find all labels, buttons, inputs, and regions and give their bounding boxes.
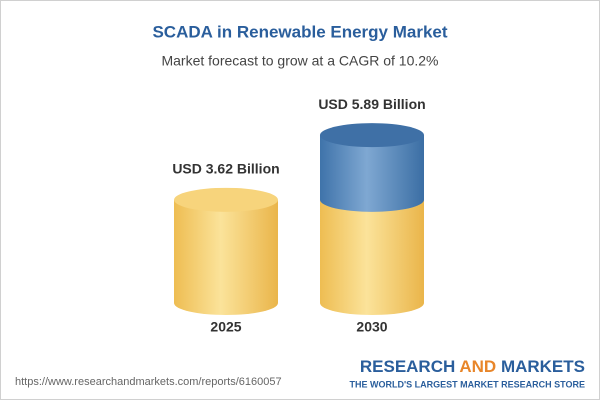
x-tick-label: 2025: [210, 319, 241, 335]
cylinder-segment: [174, 187, 278, 315]
cylinder-body: [320, 135, 424, 212]
logo-tagline: THE WORLD'S LARGEST MARKET RESEARCH STOR…: [350, 379, 585, 389]
logo: RESEARCH AND MARKETS: [360, 357, 585, 376]
value-label: USD 5.89 Billion: [318, 96, 425, 112]
cylinder-top: [320, 123, 424, 148]
logo-part: RESEARCH: [360, 357, 455, 376]
chart-title: SCADA in Renewable Energy Market: [152, 22, 447, 41]
x-tick-label: 2030: [356, 319, 387, 335]
cylinder-body: [174, 199, 278, 315]
cylinder-segment: [320, 123, 424, 212]
cylinder-top: [174, 187, 278, 212]
chart-subtitle: Market forecast to grow at a CAGR of 10.…: [161, 53, 438, 69]
source-url: https://www.researchandmarkets.com/repor…: [15, 376, 282, 388]
logo-part: AND: [459, 357, 496, 376]
value-label: USD 3.62 Billion: [172, 161, 279, 177]
logo-part: MARKETS: [501, 357, 585, 376]
cylinder-body: [320, 199, 424, 315]
